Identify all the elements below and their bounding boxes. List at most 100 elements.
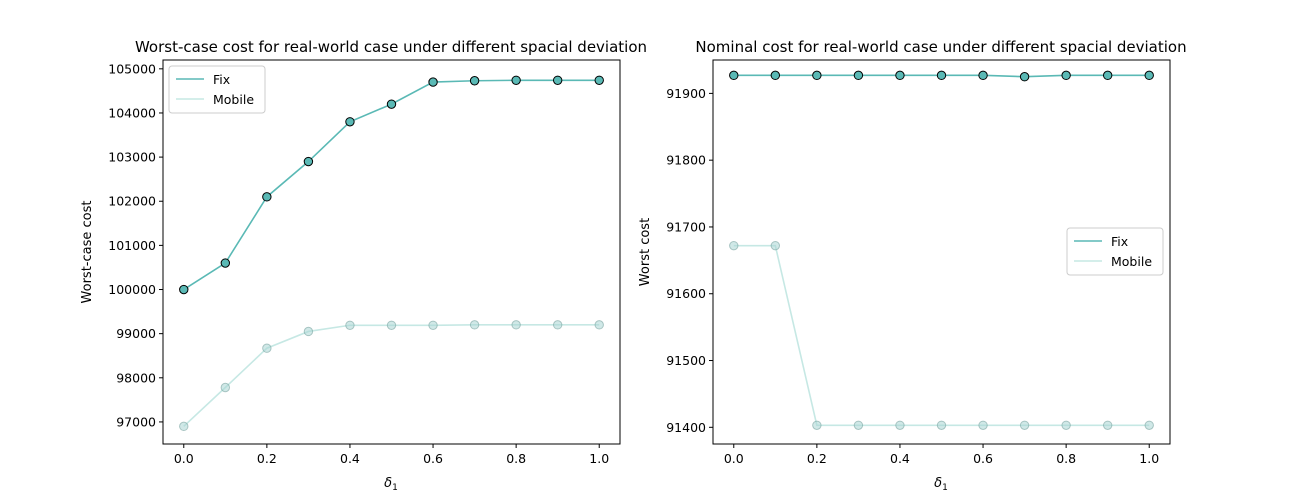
right-ytick-label: 91800 bbox=[666, 153, 706, 168]
right-xtick-label: 0.2 bbox=[807, 451, 827, 466]
left-chart-xlabel: δ1 bbox=[384, 476, 398, 493]
right-mobile-point bbox=[1102, 420, 1113, 430]
left-legend-mobile-label: Mobile bbox=[213, 92, 254, 107]
right-xtick-label: 0.8 bbox=[1056, 451, 1076, 466]
left-ytick-label: 104000 bbox=[108, 105, 156, 120]
left-mobile-point bbox=[345, 320, 355, 330]
left-fix-point bbox=[594, 75, 604, 86]
right-chart-title: Nominal cost for real-world case under d… bbox=[695, 38, 1186, 56]
right-xtick-label: 0.4 bbox=[890, 451, 910, 466]
right-fix-point bbox=[936, 70, 947, 81]
right-mobile-point bbox=[729, 240, 739, 251]
right-fix-point bbox=[812, 70, 822, 81]
right-mobile-point bbox=[1019, 420, 1030, 430]
left-chart-title: Worst-case cost for real-world case unde… bbox=[135, 38, 647, 56]
left-mobile-point bbox=[594, 320, 604, 330]
left-xtick-label: 0.0 bbox=[174, 451, 194, 466]
left-chart: Worst-case cost for real-world case unde… bbox=[80, 38, 647, 493]
left-ytick-label: 103000 bbox=[108, 150, 156, 165]
right-chart-legend: Fix Mobile bbox=[1066, 227, 1164, 276]
left-ytick-label: 105000 bbox=[108, 61, 156, 76]
left-xtick-label: 0.2 bbox=[257, 451, 277, 466]
right-mobile-point bbox=[853, 420, 864, 430]
right-fix-point bbox=[978, 70, 988, 81]
right-chart-ylabel: Worst cost bbox=[638, 218, 653, 286]
left-xtick-label: 0.4 bbox=[340, 451, 360, 466]
left-fix-point bbox=[220, 258, 231, 268]
left-mobile-point bbox=[469, 320, 480, 330]
left-mobile-point bbox=[428, 320, 438, 330]
left-chart-yticks: 97000 98000 99000 100000 101000 102000 103000 1… bbox=[108, 61, 163, 429]
right-chart-frame bbox=[712, 59, 1171, 445]
right-xtick-label: 0.6 bbox=[973, 451, 993, 466]
left-xtick-label: 0.6 bbox=[423, 451, 443, 466]
right-xtick-label: 1.0 bbox=[1139, 451, 1159, 466]
left-fix-point bbox=[386, 99, 397, 109]
right-chart-yticks: 91400 91500 91600 91700 91800 91900 bbox=[666, 86, 713, 435]
left-legend-fix-label: Fix bbox=[213, 72, 230, 87]
right-mobile-point bbox=[770, 240, 781, 251]
right-fix-point bbox=[1061, 70, 1071, 81]
right-mobile-point bbox=[978, 420, 988, 430]
left-chart-xlabel-subscript: 1 bbox=[392, 483, 398, 493]
left-mobile-point bbox=[511, 320, 521, 330]
left-mobile-point bbox=[552, 320, 563, 330]
left-chart-ylabel: Worst-case cost bbox=[80, 201, 95, 304]
right-fix-point bbox=[1019, 72, 1030, 82]
left-ytick-label: 98000 bbox=[116, 370, 156, 385]
left-fix-point bbox=[428, 77, 438, 87]
right-chart-xticks: 0.0 0.2 0.4 0.6 0.8 1.0 bbox=[724, 444, 1159, 466]
right-chart: Nominal cost for real-world case under d… bbox=[638, 38, 1187, 493]
right-legend-mobile-label: Mobile bbox=[1111, 254, 1152, 269]
right-legend-box bbox=[1066, 227, 1164, 276]
right-fix-point bbox=[895, 70, 905, 81]
right-mobile-point bbox=[1144, 420, 1154, 430]
left-chart-frame bbox=[162, 59, 621, 445]
left-mobile-point bbox=[262, 343, 272, 353]
right-chart-xlabel: δ1 bbox=[934, 476, 948, 493]
left-chart-xticks: 0.0 0.2 0.4 0.6 0.8 1.0 bbox=[174, 444, 609, 466]
left-fix-point bbox=[303, 156, 314, 167]
left-ytick-label: 99000 bbox=[116, 326, 156, 341]
left-chart-marks bbox=[179, 75, 604, 432]
left-fix-point bbox=[345, 117, 355, 127]
left-ytick-label: 97000 bbox=[116, 414, 156, 429]
left-ytick-label: 100000 bbox=[108, 282, 156, 297]
left-chart-legend: Fix Mobile bbox=[168, 65, 266, 114]
right-fix-point bbox=[1144, 70, 1154, 81]
left-legend-box bbox=[168, 65, 266, 114]
right-chart-marks bbox=[729, 70, 1154, 430]
right-mobile-point bbox=[812, 420, 822, 430]
right-ytick-label: 91700 bbox=[666, 219, 706, 234]
left-fix-point bbox=[469, 76, 480, 86]
left-xtick-label: 1.0 bbox=[589, 451, 609, 466]
left-xtick-label: 0.8 bbox=[506, 451, 526, 466]
left-fix-point bbox=[179, 284, 189, 295]
right-fix-point bbox=[853, 70, 864, 81]
left-mobile-point bbox=[386, 320, 397, 330]
right-ytick-label: 91900 bbox=[666, 86, 706, 101]
right-ytick-label: 91600 bbox=[666, 286, 706, 301]
right-xtick-label: 0.0 bbox=[724, 451, 744, 466]
left-mobile-point bbox=[179, 421, 189, 432]
left-chart-xlabel-symbol: δ bbox=[384, 476, 392, 491]
left-mobile-point bbox=[303, 326, 314, 337]
right-mobile-point bbox=[936, 420, 947, 430]
right-ytick-label: 91400 bbox=[666, 420, 706, 435]
right-fix-point bbox=[770, 70, 781, 81]
right-mobile-point bbox=[1061, 420, 1071, 430]
right-fix-point bbox=[1102, 70, 1113, 81]
right-fix-point bbox=[729, 70, 739, 81]
right-legend-fix-label: Fix bbox=[1111, 234, 1128, 249]
left-ytick-label: 101000 bbox=[108, 238, 156, 253]
right-chart-xlabel-subscript: 1 bbox=[942, 483, 948, 493]
left-mobile-point bbox=[220, 382, 231, 393]
left-fix-point bbox=[552, 75, 563, 86]
left-fix-point bbox=[262, 192, 272, 202]
left-ytick-label: 102000 bbox=[108, 194, 156, 209]
right-mobile-point bbox=[895, 420, 905, 430]
right-chart-xlabel-symbol: δ bbox=[934, 476, 942, 491]
left-fix-point bbox=[511, 75, 521, 86]
right-ytick-label: 91500 bbox=[666, 353, 706, 368]
